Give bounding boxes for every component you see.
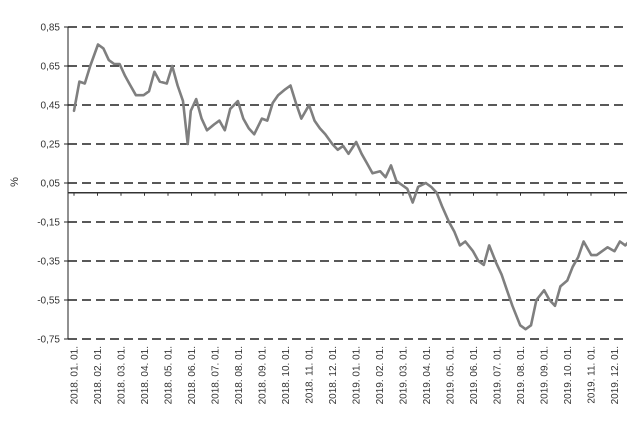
y-tick-label: 0,25 (41, 140, 61, 151)
x-tick-label: 2018. 10. 01. (281, 346, 292, 404)
x-tick-label: 2019. 08. 01. (516, 346, 527, 404)
x-tick-label: 2018. 06. 01. (187, 346, 198, 404)
x-tick-label: 2018. 05. 01. (164, 346, 175, 404)
x-tick-label: 2019. 11. 01. (587, 346, 598, 404)
x-tick-label: 2019. 01. 01. (352, 346, 363, 404)
y-tick-label: 0,85 (41, 23, 61, 34)
x-axis: 2018. 01. 01. 2018. 02. 01. 2018. 03. 01. 2… (70, 192, 621, 404)
x-tick-label: 2019. 10. 01. (563, 346, 574, 404)
y-tick-label: -0,55 (37, 296, 60, 307)
series-line (72, 43, 627, 331)
x-tick-label: 2018. 03. 01. (117, 346, 128, 404)
x-tick-label: 2019. 04. 01. (422, 346, 433, 404)
series-layer (72, 43, 627, 331)
x-tick-label: 2019. 12. 01. (610, 346, 621, 404)
y-tick-label: -0,75 (37, 335, 60, 346)
y-tick-label: -0,15 (37, 218, 60, 229)
grid-layer (68, 26, 627, 340)
x-tick-label: 2019. 05. 01. (446, 346, 457, 404)
x-tick-label: 2019. 02. 01. (375, 346, 386, 404)
y-axis-label: % (9, 177, 21, 187)
x-tick-label: 2018. 01. 01. (70, 346, 81, 404)
x-tick-label: 2018. 08. 01. (234, 346, 245, 404)
x-tick-label: 2018. 04. 01. (140, 346, 151, 404)
x-tick-label: 2019. 03. 01. (399, 346, 410, 404)
x-tick-label: 2018. 02. 01. (93, 346, 104, 404)
x-tick-label: 2019. 07. 01. (493, 346, 504, 404)
x-tick-label: 2018. 07. 01. (211, 346, 222, 404)
x-tick-label: 2018. 12. 01. (328, 346, 339, 404)
y-tick-label: 0,65 (41, 62, 61, 73)
x-tick-label: 2018. 09. 01. (258, 346, 269, 404)
y-tick-label: -0,35 (37, 257, 60, 268)
x-tick-label: 2019. 06. 01. (469, 346, 480, 404)
y-axis: 0,85 0,65 0,45 0,25 0,05 -0,15 -0,35 -0,55 -0,75 (37, 23, 69, 346)
y-tick-label: 0,45 (41, 101, 61, 112)
x-tick-label: 2019. 09. 01. (540, 346, 551, 404)
y-tick-label: 0,05 (41, 179, 61, 190)
x-tick-label: 2018. 11. 01. (305, 346, 316, 404)
